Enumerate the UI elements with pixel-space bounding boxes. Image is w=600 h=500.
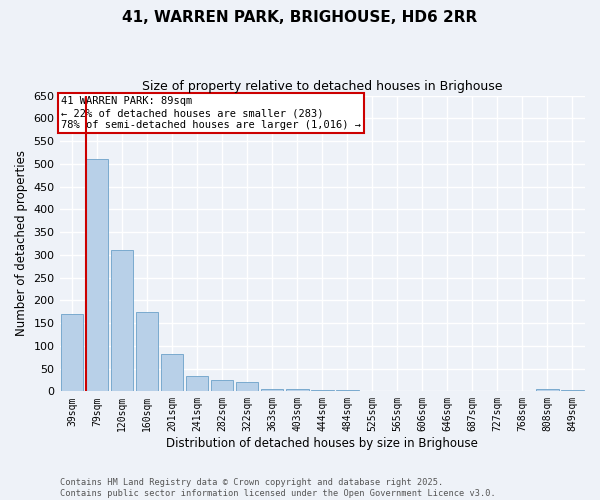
Bar — [161, 354, 184, 392]
Text: 41 WARREN PARK: 89sqm
← 22% of detached houses are smaller (283)
78% of semi-det: 41 WARREN PARK: 89sqm ← 22% of detached … — [61, 96, 361, 130]
Bar — [111, 250, 133, 392]
Text: 41, WARREN PARK, BRIGHOUSE, HD6 2RR: 41, WARREN PARK, BRIGHOUSE, HD6 2RR — [122, 10, 478, 25]
Title: Size of property relative to detached houses in Brighouse: Size of property relative to detached ho… — [142, 80, 503, 93]
Text: Contains HM Land Registry data © Crown copyright and database right 2025.
Contai: Contains HM Land Registry data © Crown c… — [60, 478, 496, 498]
Bar — [236, 382, 259, 392]
Y-axis label: Number of detached properties: Number of detached properties — [15, 150, 28, 336]
X-axis label: Distribution of detached houses by size in Brighouse: Distribution of detached houses by size … — [166, 437, 478, 450]
Bar — [211, 380, 233, 392]
Bar — [286, 388, 308, 392]
Bar — [61, 314, 83, 392]
Bar — [536, 389, 559, 392]
Bar — [311, 390, 334, 392]
Bar — [261, 389, 283, 392]
Bar — [561, 390, 584, 392]
Bar — [86, 160, 109, 392]
Bar — [136, 312, 158, 392]
Bar — [336, 390, 359, 392]
Bar — [186, 376, 208, 392]
